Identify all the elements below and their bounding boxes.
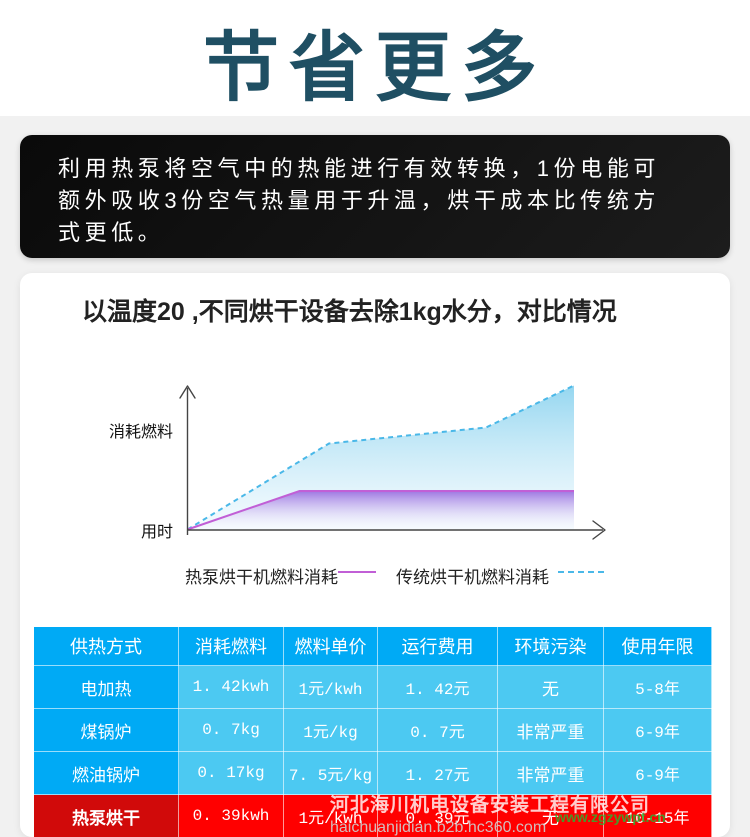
svg-text:消耗燃料: 消耗燃料 [109, 423, 173, 441]
svg-text:用时: 用时 [141, 523, 173, 541]
